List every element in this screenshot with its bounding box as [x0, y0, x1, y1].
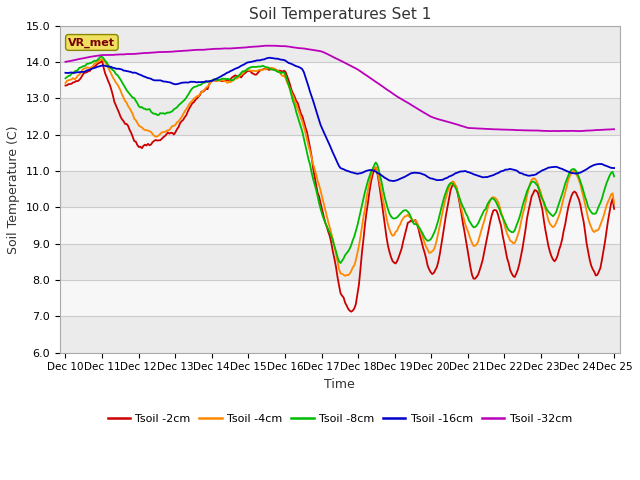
Y-axis label: Soil Temperature (C): Soil Temperature (C)	[7, 125, 20, 253]
Bar	[60, 26, 620, 62]
Tsoil -32cm	[573, 128, 581, 134]
Tsoil -2cm	[99, 58, 106, 63]
Tsoil -8cm	[337, 260, 344, 266]
Tsoil -32cm	[225, 46, 233, 51]
Tsoil -32cm	[61, 59, 69, 65]
Tsoil -16cm	[61, 70, 69, 76]
Bar	[60, 98, 620, 135]
Tsoil -8cm	[583, 198, 591, 204]
Tsoil -8cm	[61, 75, 69, 81]
Tsoil -8cm	[611, 173, 618, 179]
Tsoil -8cm	[97, 54, 104, 60]
Tsoil -32cm	[583, 128, 591, 133]
Tsoil -4cm	[611, 200, 618, 206]
Tsoil -8cm	[303, 150, 311, 156]
Tsoil -16cm	[253, 58, 260, 63]
Tsoil -2cm	[61, 83, 69, 88]
Tsoil -2cm	[254, 70, 262, 75]
Tsoil -16cm	[611, 165, 618, 171]
Tsoil -4cm	[61, 80, 69, 86]
Tsoil -4cm	[227, 79, 234, 85]
Tsoil -16cm	[583, 167, 591, 172]
Tsoil -32cm	[303, 46, 311, 52]
Bar	[60, 135, 620, 171]
Tsoil -32cm	[253, 44, 260, 49]
Line: Tsoil -2cm: Tsoil -2cm	[65, 60, 614, 312]
Tsoil -2cm	[611, 206, 618, 212]
Tsoil -8cm	[131, 95, 138, 101]
Bar	[60, 316, 620, 353]
Tsoil -4cm	[341, 273, 349, 279]
Bar	[60, 244, 620, 280]
Tsoil -32cm	[263, 43, 271, 48]
Tsoil -4cm	[583, 208, 591, 214]
Tsoil -16cm	[390, 178, 398, 184]
Tsoil -2cm	[227, 76, 234, 82]
Tsoil -32cm	[611, 126, 618, 132]
Tsoil -32cm	[243, 44, 251, 50]
Tsoil -4cm	[131, 116, 138, 121]
X-axis label: Time: Time	[324, 378, 355, 391]
Tsoil -2cm	[303, 129, 311, 135]
Tsoil -2cm	[348, 309, 355, 314]
Tsoil -32cm	[129, 51, 136, 57]
Line: Tsoil -8cm: Tsoil -8cm	[65, 57, 614, 263]
Tsoil -4cm	[303, 136, 311, 142]
Line: Tsoil -32cm: Tsoil -32cm	[65, 46, 614, 131]
Bar	[60, 62, 620, 98]
Tsoil -4cm	[254, 68, 262, 73]
Text: VR_met: VR_met	[68, 37, 115, 48]
Bar	[60, 171, 620, 207]
Tsoil -2cm	[583, 240, 591, 246]
Tsoil -4cm	[99, 57, 106, 62]
Line: Tsoil -16cm: Tsoil -16cm	[65, 58, 614, 181]
Tsoil -8cm	[227, 77, 234, 83]
Tsoil -2cm	[131, 138, 138, 144]
Tsoil -16cm	[243, 60, 251, 65]
Tsoil -2cm	[245, 68, 253, 74]
Tsoil -16cm	[129, 70, 136, 76]
Title: Soil Temperatures Set 1: Soil Temperatures Set 1	[248, 7, 431, 22]
Tsoil -16cm	[303, 79, 311, 84]
Tsoil -16cm	[225, 69, 233, 75]
Legend: Tsoil -2cm, Tsoil -4cm, Tsoil -8cm, Tsoil -16cm, Tsoil -32cm: Tsoil -2cm, Tsoil -4cm, Tsoil -8cm, Tsoi…	[103, 410, 577, 429]
Bar	[60, 207, 620, 244]
Line: Tsoil -4cm: Tsoil -4cm	[65, 60, 614, 276]
Tsoil -8cm	[245, 65, 253, 71]
Bar	[60, 280, 620, 316]
Tsoil -8cm	[254, 64, 262, 70]
Tsoil -16cm	[266, 55, 274, 60]
Tsoil -4cm	[245, 67, 253, 73]
